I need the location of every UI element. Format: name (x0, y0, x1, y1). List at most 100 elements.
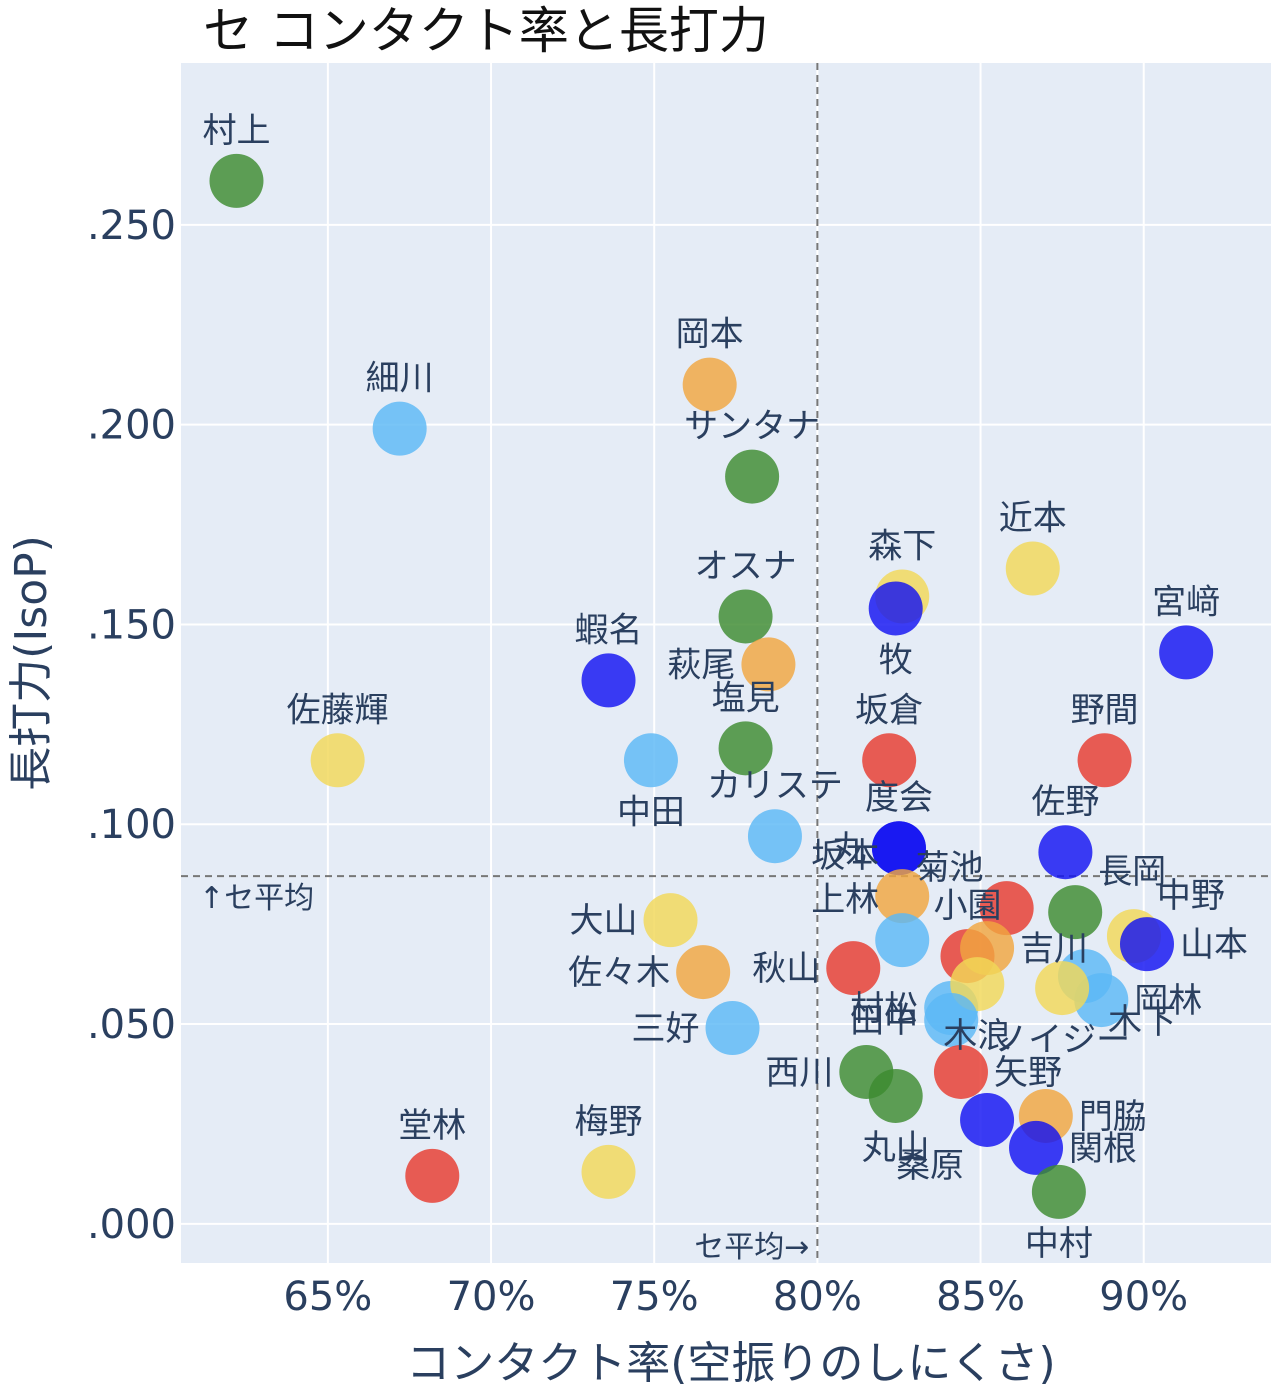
data-point (747, 809, 802, 864)
data-point (1031, 1164, 1086, 1219)
point-label: 菊池 (916, 848, 984, 888)
x-tick-label: 85% (936, 1274, 1025, 1320)
point-label: 中野 (1157, 876, 1225, 916)
data-point (1005, 541, 1060, 596)
data-point (960, 1092, 1015, 1147)
data-points (209, 153, 1214, 1219)
x-tick-label: 75% (610, 1274, 699, 1320)
point-label: 塩見 (712, 678, 780, 718)
average-isop-annotation: ↑セ平均 (199, 881, 314, 916)
data-point (581, 653, 636, 708)
x-tick-label: 70% (447, 1274, 536, 1320)
point-label: 田中 (850, 1001, 918, 1041)
point-label: 西川 (765, 1053, 833, 1093)
point-label: 矢野 (994, 1053, 1062, 1093)
point-label: 蝦名 (575, 610, 643, 650)
point-label: 長岡 (1098, 852, 1166, 892)
point-label: 野間 (1071, 690, 1139, 730)
point-label: 上林 (811, 880, 879, 920)
point-label: 細川 (366, 359, 434, 399)
data-point (310, 733, 365, 788)
point-label: 村上 (202, 111, 270, 151)
data-point (868, 1068, 923, 1123)
x-axis-title: コンタクト率(空振りのしにくさ) (406, 1338, 1055, 1389)
point-label: 岡林 (1134, 981, 1202, 1021)
point-label: 大山 (570, 901, 638, 941)
data-point (372, 401, 427, 456)
point-label: 牧 (879, 640, 913, 680)
y-axis-title: 長打力(IsoP) (6, 535, 57, 791)
point-label: 宮﨑 (1152, 582, 1220, 622)
y-tick-label: .250 (87, 203, 176, 249)
data-point (741, 637, 796, 692)
data-point (826, 941, 881, 996)
data-point (1077, 733, 1132, 788)
point-label: 吉川 (1020, 929, 1088, 969)
point-label: 桑原 (896, 1146, 964, 1186)
point-label: オスナ (695, 546, 797, 586)
point-label: 森下 (868, 526, 936, 566)
point-label: 木下 (1108, 1002, 1176, 1042)
y-tick-label: .050 (87, 1002, 176, 1048)
data-point (1009, 1120, 1064, 1175)
data-point (871, 821, 926, 876)
y-tick-label: .000 (87, 1202, 176, 1248)
data-point (1119, 917, 1174, 972)
chart-title: セ コンタクト率と長打力 (203, 2, 769, 60)
y-tick-label: .150 (87, 602, 176, 648)
data-point (405, 1148, 460, 1203)
point-label: 中村 (1025, 1224, 1093, 1264)
data-point (868, 581, 923, 636)
average-contact-annotation: セ平均→ (694, 1230, 809, 1265)
x-tick-label: 90% (1099, 1274, 1188, 1320)
y-tick-label: .100 (87, 802, 176, 848)
data-point (862, 733, 917, 788)
x-tick-label: 65% (283, 1274, 372, 1320)
reference-lines: セ平均→ ↑セ平均 (181, 63, 1271, 1265)
point-label: 門脇 (1079, 1097, 1147, 1137)
point-label: 村松 (850, 989, 918, 1029)
point-label: 萩尾 (667, 645, 735, 685)
point-label: 三好 (632, 1009, 700, 1049)
point-label: サンタナ (684, 407, 820, 447)
data-point (1048, 885, 1103, 940)
x-tick-labels: 65% 70% 75% 80% 85% 90% (283, 1274, 1188, 1320)
data-point (623, 733, 678, 788)
data-point (682, 357, 737, 412)
point-label: 関根 (1069, 1129, 1137, 1169)
data-point (924, 993, 979, 1048)
data-point (643, 893, 698, 948)
point-label: 秋山 (752, 949, 820, 989)
data-point (933, 1044, 988, 1099)
point-label: 木浪 (943, 1016, 1011, 1056)
point-label: 佐藤輝 (287, 690, 389, 730)
data-point (979, 881, 1034, 936)
data-point (676, 945, 731, 1000)
point-label: 度会 (865, 778, 933, 818)
point-label: 丸山 (862, 1128, 930, 1168)
data-point (725, 449, 780, 504)
point-label: 岡本 (676, 315, 744, 355)
point-label: 近本 (999, 498, 1067, 538)
data-point (581, 1144, 636, 1199)
point-label: 中田 (617, 792, 685, 832)
point-label: 坂倉 (855, 690, 923, 730)
point-label: 山本 (1180, 925, 1248, 965)
point-label: 丸 (832, 829, 866, 869)
data-point (875, 869, 930, 924)
data-point (718, 589, 773, 644)
data-point (705, 1001, 760, 1056)
data-point (1038, 825, 1093, 880)
plot-background (181, 63, 1271, 1263)
x-tick-label: 80% (773, 1274, 862, 1320)
data-point (718, 721, 773, 776)
point-label: 小園 (933, 886, 1001, 926)
point-label: 坂本 (811, 836, 879, 876)
data-point (875, 913, 930, 968)
point-label: 佐々木 (568, 953, 670, 993)
data-point (209, 153, 264, 208)
point-label: 梅野 (575, 1102, 643, 1142)
point-label: 佐野 (1031, 782, 1099, 822)
